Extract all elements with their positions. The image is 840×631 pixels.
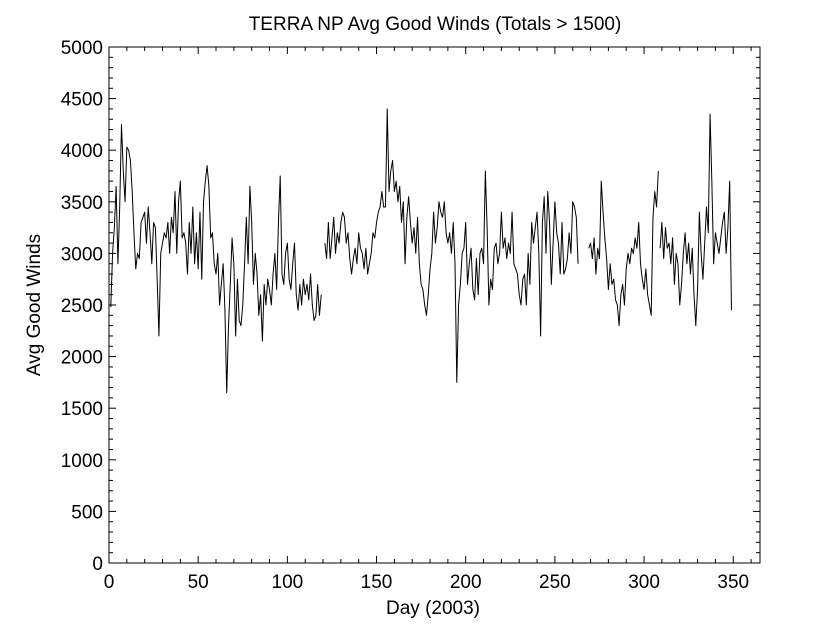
y-tick-label: 3000 bbox=[61, 244, 103, 265]
series-line-segment bbox=[324, 108, 579, 383]
y-tick-label: 0 bbox=[92, 554, 103, 575]
y-tick-label: 1500 bbox=[61, 399, 103, 420]
y-axis-label: Avg Good Winds bbox=[24, 234, 45, 376]
x-tick-label: 0 bbox=[104, 572, 115, 593]
x-tick-label: 300 bbox=[628, 572, 660, 593]
y-tick-label: 500 bbox=[71, 502, 103, 523]
tick-labels: 0 50 100 150 200 250 300 3500500100015002000250… bbox=[61, 38, 749, 593]
y-tick-label: 3500 bbox=[61, 193, 103, 214]
x-tick-label: 100 bbox=[272, 572, 304, 593]
chart-title: TERRA NP Avg Good Winds (Totals > 1500) bbox=[249, 14, 622, 35]
x-tick-label: 200 bbox=[450, 572, 482, 593]
x-tick-label: 350 bbox=[717, 572, 749, 593]
x-tick-label: 150 bbox=[361, 572, 393, 593]
y-tick-label: 1000 bbox=[61, 451, 103, 472]
series-line-segment bbox=[588, 170, 659, 327]
axis-ticks bbox=[108, 46, 760, 564]
x-tick-label: 50 bbox=[188, 572, 209, 593]
series-line-segment bbox=[659, 113, 732, 327]
series-line-segment bbox=[110, 123, 322, 394]
x-axis-label: Day (2003) bbox=[386, 598, 480, 619]
x-tick-label: 250 bbox=[539, 572, 571, 593]
y-tick-label: 2000 bbox=[61, 348, 103, 369]
plot-frame bbox=[108, 46, 761, 564]
y-tick-label: 4000 bbox=[61, 141, 103, 162]
y-tick-label: 2500 bbox=[61, 296, 103, 317]
y-tick-label: 4500 bbox=[61, 90, 103, 111]
y-tick-label: 5000 bbox=[61, 38, 103, 59]
series-group bbox=[110, 108, 732, 394]
